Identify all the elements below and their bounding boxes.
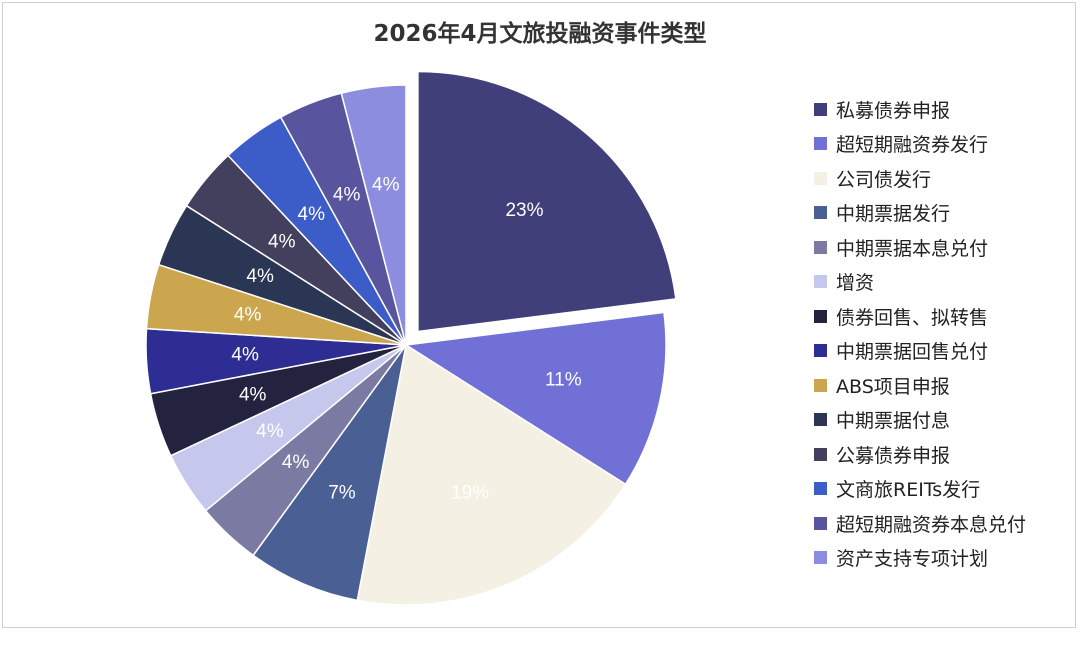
pie-slice-14 (340, 84, 407, 346)
legend-label: 私募债券申报 (836, 99, 951, 122)
legend-label: 中期票据回售兑付 (836, 341, 989, 364)
legend-swatch (814, 482, 827, 496)
legend-label: 公司债发行 (836, 168, 932, 191)
legend: 私募债券申报超短期融资券发行 公司债发行中期票据发行中期票据本息兑付 增资债券回售、… (814, 92, 1026, 575)
legend-swatch (814, 413, 827, 427)
data-label-6: 4% (256, 421, 284, 442)
legend-item-4: 中期票据发行 (814, 196, 1026, 231)
legend-item-11: 公募债券申报 (814, 437, 1026, 472)
legend-swatch (814, 206, 827, 220)
data-label-13: 4% (333, 185, 361, 206)
legend-swatch (814, 171, 827, 185)
legend-label: ABS项目申报 (836, 375, 950, 398)
data-label-9: 4% (234, 304, 262, 325)
legend-swatch (814, 378, 827, 392)
legend-item-14: 资产支持专项计划 (814, 541, 1026, 576)
legend-item-10: 中期票据付息 (814, 403, 1026, 438)
pie-slice-4 (252, 344, 407, 602)
legend-item-9: ABS项目申报 (814, 368, 1026, 403)
data-label-3: 19% (451, 482, 489, 503)
legend-label: 公募债券申报 (836, 444, 951, 467)
data-label-7: 4% (239, 384, 267, 405)
data-label-1: 23% (505, 200, 543, 221)
data-label-4: 7% (328, 482, 356, 503)
legend-label: 超短期融资券发行 (836, 134, 989, 157)
legend-label: 中期票据付息 (836, 410, 951, 433)
legend-item-3: 公司债发行 (814, 161, 1026, 196)
legend-label: 资产支持专项计划 (836, 548, 989, 571)
legend-item-13: 超短期融资券本息兑付 (814, 506, 1026, 541)
legend-swatch (814, 551, 827, 565)
legend-swatch (814, 516, 827, 530)
legend-swatch (814, 309, 827, 323)
legend-label: 增资 (836, 272, 875, 295)
legend-label: 债券回售、拟转售 (836, 306, 989, 329)
legend-label: 文商旅REITs发行 (836, 479, 981, 502)
data-label-10: 4% (246, 266, 274, 287)
data-label-14: 4% (372, 175, 400, 196)
legend-item-12: 文商旅REITs发行 (814, 472, 1026, 507)
legend-item-5: 中期票据本息兑付 (814, 230, 1026, 265)
legend-item-7: 债券回售、拟转售 (814, 299, 1026, 334)
data-label-11: 4% (268, 232, 296, 253)
pie-slice-1 (417, 70, 677, 333)
legend-swatch (814, 275, 827, 289)
legend-swatch (814, 447, 827, 461)
data-label-12: 4% (298, 204, 326, 225)
pie-slice-3 (356, 343, 627, 606)
chart-frame (2, 2, 1076, 628)
data-label-8: 4% (231, 345, 259, 366)
legend-swatch (814, 137, 827, 151)
chart-title: 2026年4月文旅投融资事件类型 (373, 21, 707, 47)
legend-swatch (814, 240, 827, 254)
legend-item-8: 中期票据回售兑付 (814, 334, 1026, 369)
legend-item-6: 增资 (814, 265, 1026, 300)
legend-item-2: 超短期融资券发行 (814, 127, 1026, 162)
legend-label: 超短期融资券本息兑付 (836, 513, 1027, 536)
legend-swatch (814, 102, 827, 116)
legend-label: 中期票据发行 (836, 203, 951, 226)
legend-label: 中期票据本息兑付 (836, 237, 989, 260)
data-label-2: 11% (545, 370, 582, 391)
data-label-5: 4% (282, 452, 310, 473)
legend-item-1: 私募债券申报 (814, 92, 1026, 127)
legend-swatch (814, 344, 827, 358)
pie-slice-2 (403, 311, 667, 486)
